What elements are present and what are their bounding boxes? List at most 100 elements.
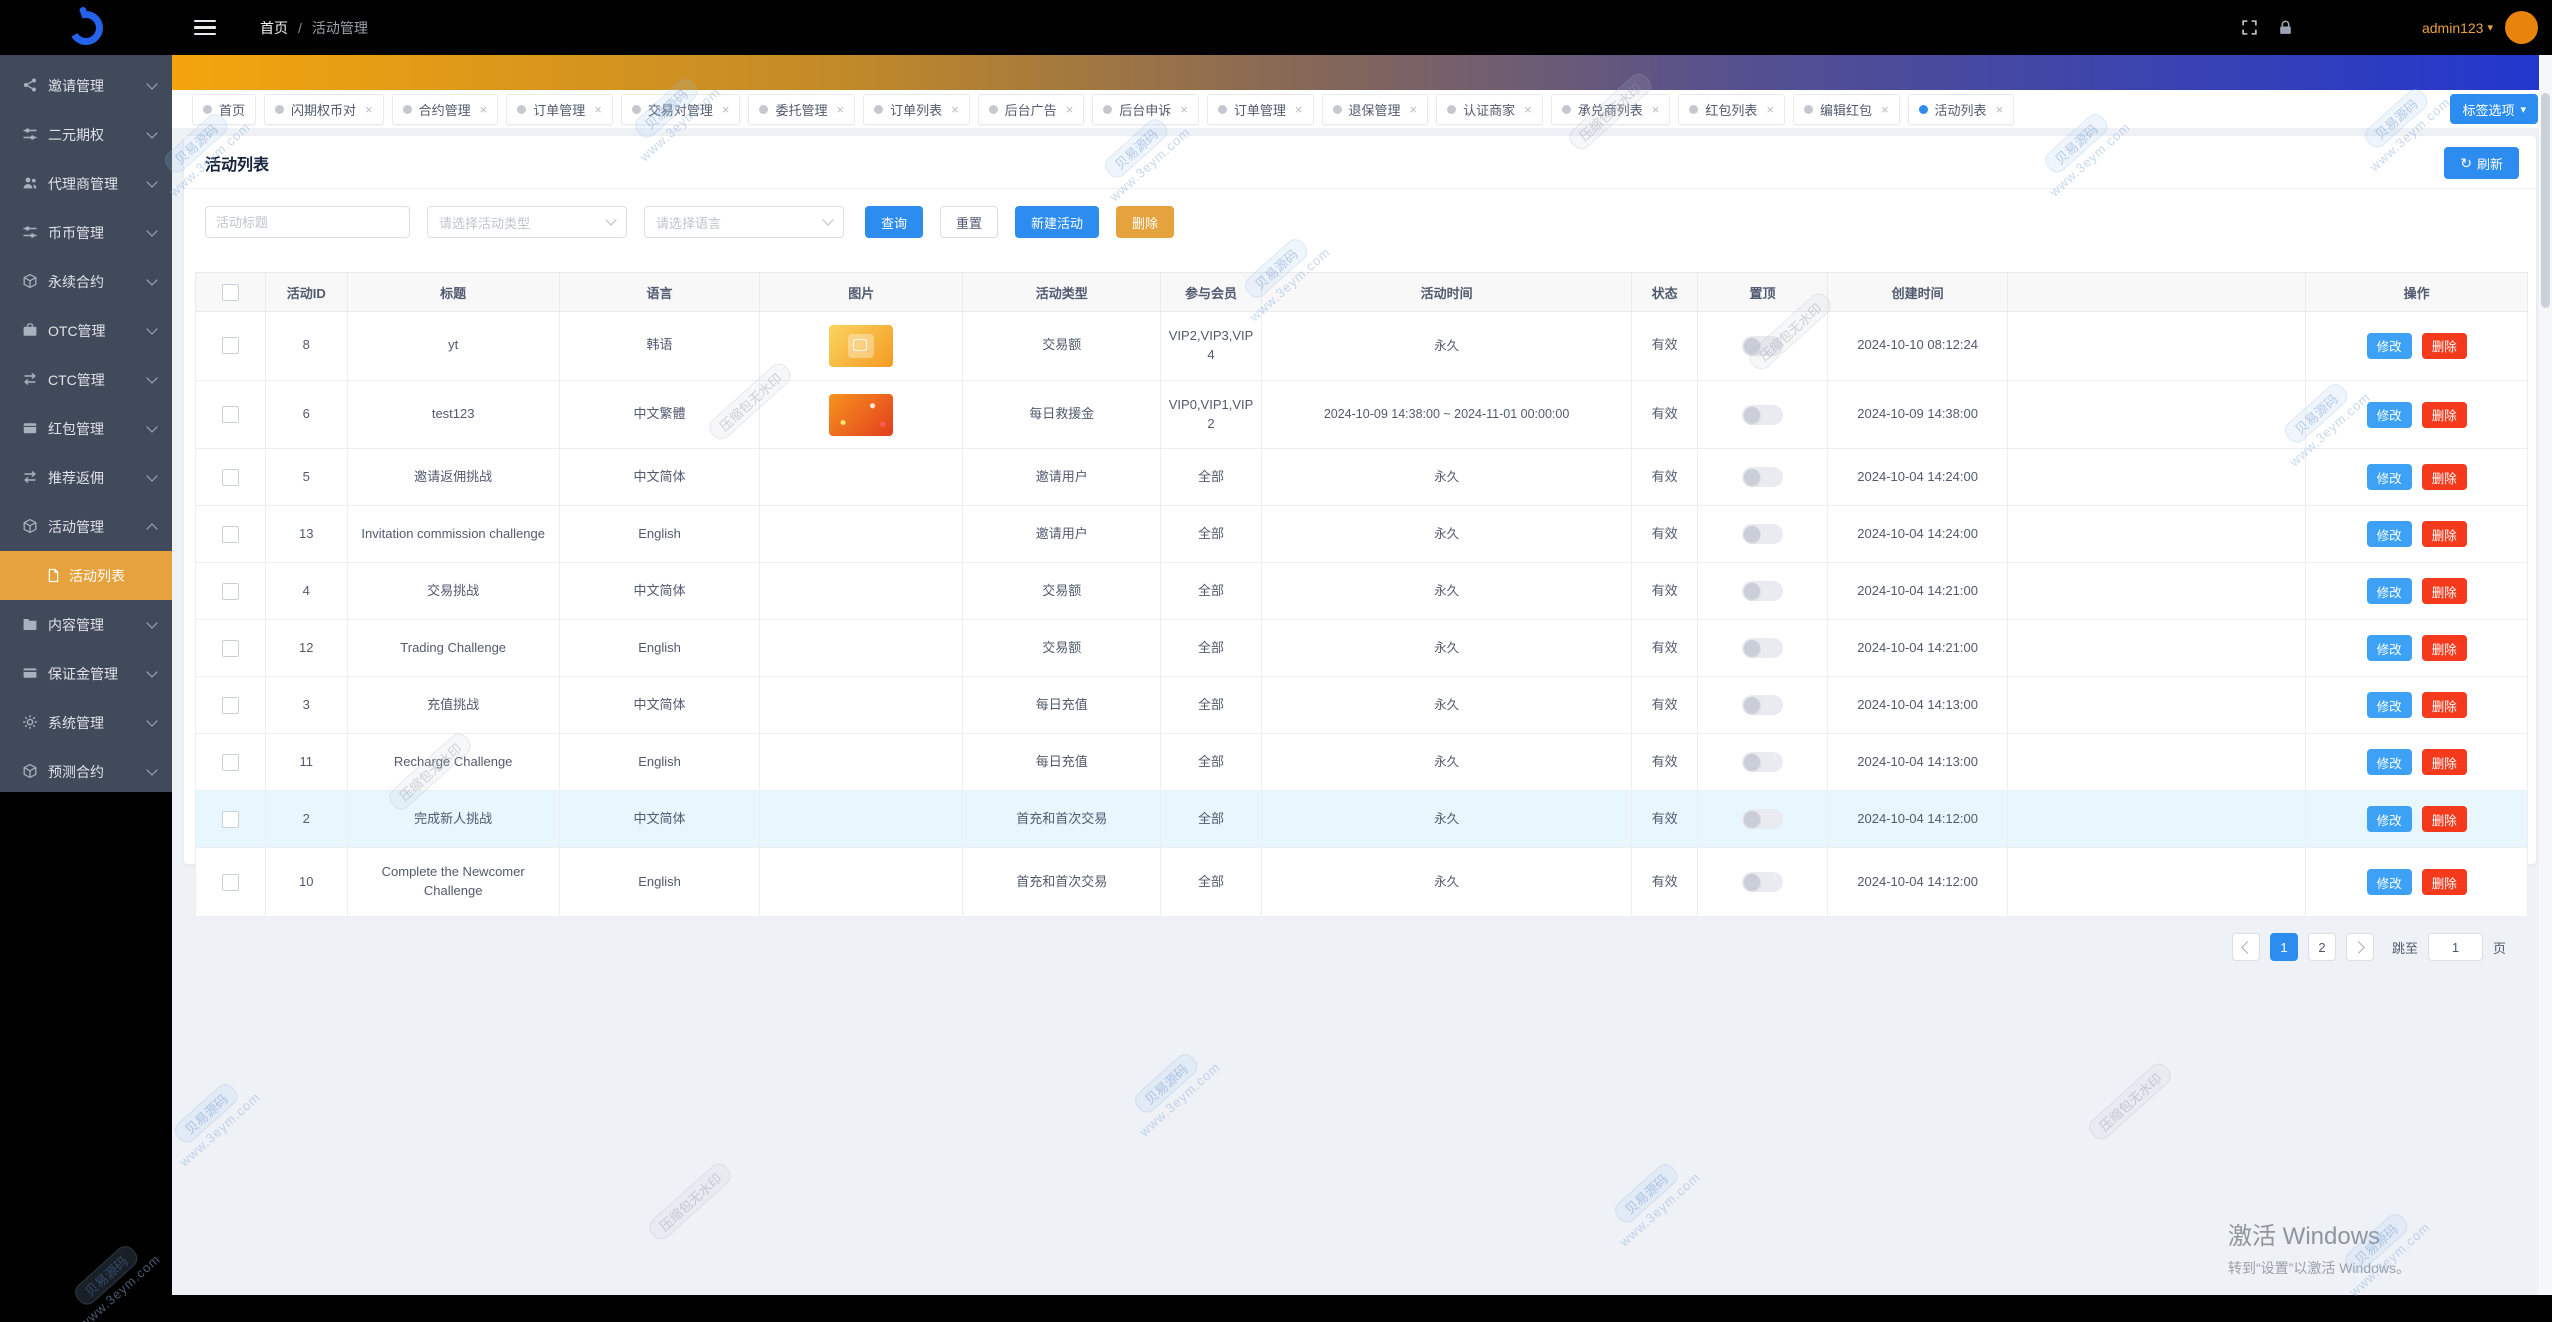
row-checkbox[interactable] <box>221 406 239 424</box>
tab-13[interactable]: 红包列表 × <box>1678 93 1785 125</box>
edit-button[interactable]: 修改 <box>2366 749 2412 776</box>
tab-close-icon[interactable]: × <box>479 101 488 117</box>
top-toggle[interactable] <box>1742 809 1784 830</box>
tab-close-icon[interactable]: × <box>594 101 602 117</box>
tab-close-icon[interactable]: × <box>1065 101 1074 117</box>
sidebar-item-4[interactable]: 永续合约 <box>0 257 172 306</box>
batch-delete-button[interactable]: 删除 <box>1116 206 1175 238</box>
avatar[interactable] <box>2505 11 2538 44</box>
edit-button[interactable]: 修改 <box>2366 401 2412 428</box>
tab-close-icon[interactable]: × <box>1524 101 1532 117</box>
top-toggle[interactable] <box>1742 335 1784 356</box>
sidebar-item-10[interactable]: 内容管理 <box>0 600 172 649</box>
top-toggle[interactable] <box>1742 695 1784 716</box>
menu-toggle-icon[interactable] <box>190 16 220 40</box>
lock-icon[interactable] <box>2268 10 2304 46</box>
edit-button[interactable]: 修改 <box>2366 578 2412 605</box>
tab-6[interactable]: 订单列表 × <box>863 93 970 125</box>
top-toggle[interactable] <box>1742 404 1784 425</box>
user-menu[interactable]: admin123 ▾ <box>2421 19 2493 36</box>
row-checkbox[interactable] <box>221 811 239 829</box>
sidebar-item-8[interactable]: 推荐返佣 <box>0 453 172 502</box>
row-checkbox[interactable] <box>221 469 239 487</box>
sidebar-item-0[interactable]: 邀请管理 <box>0 61 172 110</box>
sidebar-item-6[interactable]: CTC管理 <box>0 355 172 404</box>
tab-0[interactable]: 首页 <box>192 93 257 125</box>
prev-page-button[interactable] <box>2231 933 2260 962</box>
edit-button[interactable]: 修改 <box>2366 806 2412 833</box>
top-toggle[interactable] <box>1742 581 1784 602</box>
refresh-button[interactable]: ↻ 刷新 <box>2444 147 2519 179</box>
tab-close-icon[interactable]: × <box>365 101 373 117</box>
edit-button[interactable]: 修改 <box>2366 692 2412 719</box>
tab-9[interactable]: 订单管理 × <box>1206 93 1314 125</box>
sidebar-item-2[interactable]: 代理商管理 <box>0 159 172 208</box>
sidebar-item-5[interactable]: OTC管理 <box>0 306 172 355</box>
edit-button[interactable]: 修改 <box>2366 332 2412 359</box>
page-button-2[interactable]: 2 <box>2307 933 2336 962</box>
top-toggle[interactable] <box>1742 872 1784 893</box>
tab-15[interactable]: 活动列表 × <box>1907 93 2015 125</box>
tab-5[interactable]: 委托管理 × <box>748 93 856 125</box>
sidebar-item-1[interactable]: 二元期权 <box>0 110 172 159</box>
tab-close-icon[interactable]: × <box>721 101 730 117</box>
row-checkbox[interactable] <box>221 697 239 715</box>
tab-12[interactable]: 承兑商列表 × <box>1550 93 1671 125</box>
tab-close-icon[interactable]: × <box>1651 101 1660 117</box>
tag-options-button[interactable]: 标签选项 ▾ <box>2450 94 2538 124</box>
tab-8[interactable]: 后台申诉 × <box>1092 93 1199 125</box>
delete-button[interactable]: 删除 <box>2421 332 2467 359</box>
tab-close-icon[interactable]: × <box>1180 101 1188 117</box>
tab-1[interactable]: 闪期权币对 × <box>264 93 384 125</box>
activity-image[interactable] <box>829 324 894 367</box>
delete-button[interactable]: 删除 <box>2421 692 2467 719</box>
sidebar-item-9[interactable]: 活动管理 <box>0 502 172 551</box>
sidebar-item-12[interactable]: 系统管理 <box>0 698 172 747</box>
delete-button[interactable]: 删除 <box>2421 464 2467 491</box>
tab-close-icon[interactable]: × <box>1409 101 1418 117</box>
jump-page-input[interactable] <box>2427 933 2483 962</box>
tab-14[interactable]: 编辑红包 × <box>1792 93 1900 125</box>
tab-2[interactable]: 合约管理 × <box>391 93 499 125</box>
edit-button[interactable]: 修改 <box>2366 464 2412 491</box>
edit-button[interactable]: 修改 <box>2366 869 2412 896</box>
sidebar-item-11[interactable]: 保证金管理 <box>0 649 172 698</box>
row-checkbox[interactable] <box>221 526 239 544</box>
edit-button[interactable]: 修改 <box>2366 635 2412 662</box>
page-button-1[interactable]: 1 <box>2269 933 2298 962</box>
top-toggle[interactable] <box>1742 752 1784 773</box>
delete-button[interactable]: 删除 <box>2421 635 2467 662</box>
activity-title-input[interactable] <box>205 206 410 238</box>
sidebar-item-3[interactable]: 币币管理 <box>0 208 172 257</box>
delete-button[interactable]: 删除 <box>2421 521 2467 548</box>
scrollbar[interactable] <box>2539 55 2552 1295</box>
tab-4[interactable]: 交易对管理 × <box>620 93 741 125</box>
row-checkbox[interactable] <box>221 754 239 772</box>
row-checkbox[interactable] <box>221 583 239 601</box>
sidebar-subitem-activity-list[interactable]: 活动列表 <box>0 551 172 600</box>
activity-type-select[interactable]: 请选择活动类型 <box>427 206 627 238</box>
tab-close-icon[interactable]: × <box>1880 101 1889 117</box>
next-page-button[interactable] <box>2345 933 2374 962</box>
sidebar-item-13[interactable]: 预测合约 <box>0 747 172 796</box>
create-activity-button[interactable]: 新建活动 <box>1015 206 1100 238</box>
top-toggle[interactable] <box>1742 638 1784 659</box>
delete-button[interactable]: 删除 <box>2421 749 2467 776</box>
tab-close-icon[interactable]: × <box>1995 101 2004 117</box>
tab-10[interactable]: 退保管理 × <box>1321 93 1429 125</box>
activity-image[interactable] <box>829 393 894 436</box>
delete-button[interactable]: 删除 <box>2421 869 2467 896</box>
scrollbar-thumb[interactable] <box>2541 93 2550 308</box>
top-toggle[interactable] <box>1742 467 1784 488</box>
language-select[interactable]: 请选择语言 <box>644 206 844 238</box>
reset-button[interactable]: 重置 <box>940 206 999 238</box>
tab-close-icon[interactable]: × <box>1766 101 1774 117</box>
delete-button[interactable]: 删除 <box>2421 401 2467 428</box>
tab-11[interactable]: 认证商家 × <box>1436 93 1543 125</box>
fullscreen-icon[interactable] <box>2232 10 2268 46</box>
delete-button[interactable]: 删除 <box>2421 806 2467 833</box>
tab-7[interactable]: 后台广告 × <box>977 93 1085 125</box>
tab-3[interactable]: 订单管理 × <box>506 93 613 125</box>
edit-button[interactable]: 修改 <box>2366 521 2412 548</box>
delete-button[interactable]: 删除 <box>2421 578 2467 605</box>
